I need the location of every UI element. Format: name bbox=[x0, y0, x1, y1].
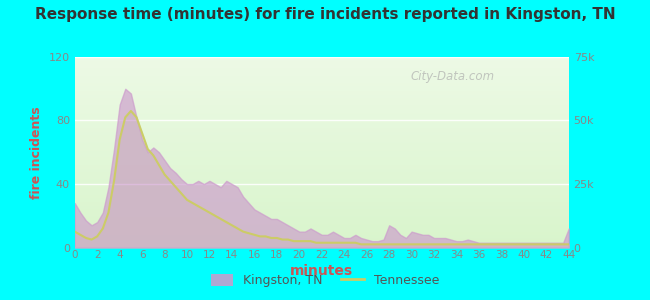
Y-axis label: fire incidents: fire incidents bbox=[30, 106, 43, 199]
Text: City-Data.com: City-Data.com bbox=[411, 70, 495, 83]
X-axis label: minutes: minutes bbox=[290, 264, 354, 278]
Text: Response time (minutes) for fire incidents reported in Kingston, TN: Response time (minutes) for fire inciden… bbox=[34, 8, 616, 22]
Legend: Kingston, TN, Tennessee: Kingston, TN, Tennessee bbox=[205, 269, 445, 292]
